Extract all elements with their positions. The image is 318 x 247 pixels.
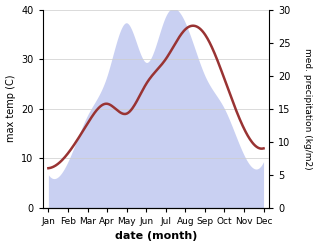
Y-axis label: med. precipitation (kg/m2): med. precipitation (kg/m2) — [303, 48, 313, 169]
Y-axis label: max temp (C): max temp (C) — [5, 75, 16, 143]
X-axis label: date (month): date (month) — [115, 231, 197, 242]
